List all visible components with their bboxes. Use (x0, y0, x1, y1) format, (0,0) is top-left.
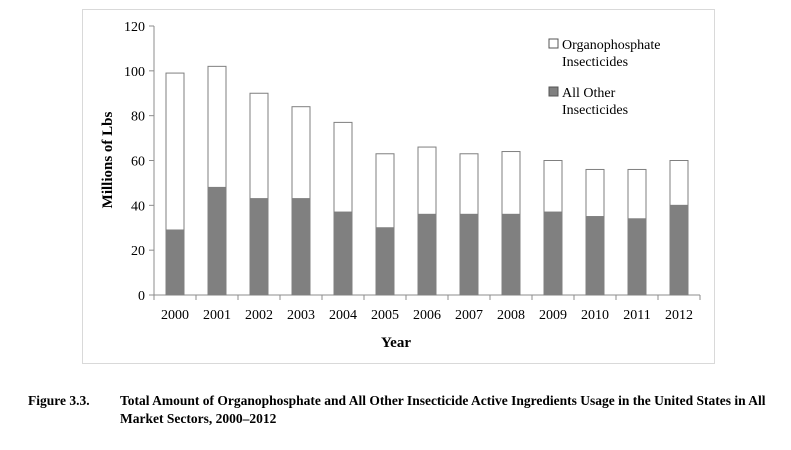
bar-segment-all-other-2011 (627, 218, 647, 296)
bar-segment-organophosphate-2004 (333, 121, 353, 213)
bar-segment-organophosphate-2001 (207, 65, 227, 188)
x-tick-label: 2008 (497, 308, 525, 323)
x-tick-label: 2004 (329, 308, 357, 323)
y-axis-title: Millions of Lbs (100, 111, 116, 208)
x-tick-label: 2007 (455, 308, 483, 323)
bar-segment-all-other-2004 (333, 211, 353, 296)
legend-label-all-other: All Other Insecticides (562, 86, 628, 118)
x-axis-title: Year (381, 335, 411, 351)
y-tick-label: 100 (124, 65, 145, 80)
bar-segment-organophosphate-2006 (417, 146, 437, 215)
y-tick-label: 120 (124, 20, 145, 35)
bar-segment-organophosphate-2005 (375, 153, 395, 229)
bar-segment-organophosphate-2009 (543, 160, 563, 213)
bar-segment-all-other-2003 (291, 198, 311, 296)
bar-segment-organophosphate-2012 (669, 160, 689, 206)
bar-segment-organophosphate-2008 (501, 151, 521, 215)
legend-label-organophosphate: Organophosphate Insecticides (562, 38, 661, 70)
bar-segment-all-other-2008 (501, 213, 521, 296)
bar-segment-all-other-2010 (585, 216, 605, 296)
legend: Organophosphate Insecticides All Other Inse… (548, 38, 661, 118)
x-tick-label: 2005 (371, 308, 399, 323)
legend-swatch-organophosphate (548, 38, 559, 49)
bar-segment-organophosphate-2000 (165, 72, 185, 231)
bars (165, 65, 689, 296)
bar-segment-all-other-2002 (249, 198, 269, 296)
bar-segment-organophosphate-2002 (249, 92, 269, 200)
bar-segment-organophosphate-2007 (459, 153, 479, 215)
bar-segment-all-other-2009 (543, 211, 563, 296)
bar-segment-all-other-2005 (375, 227, 395, 296)
x-tick-label: 2010 (581, 308, 609, 323)
y-tick-label: 40 (131, 199, 145, 214)
x-tick-label: 2000 (161, 308, 189, 323)
x-tick-label: 2012 (665, 308, 693, 323)
x-tick-label: 2003 (287, 308, 315, 323)
x-tick-label: 2001 (203, 308, 231, 323)
y-tick-label: 20 (131, 244, 145, 259)
bar-segment-organophosphate-2011 (627, 168, 647, 220)
chart-frame (82, 9, 715, 364)
y-axis: 0 20 40 60 80 100 120 (124, 20, 155, 304)
bar-segment-all-other-2012 (669, 204, 689, 296)
y-tick-label: 0 (138, 289, 145, 304)
bar-segment-all-other-2000 (165, 229, 185, 296)
figure-number: Figure 3.3. (28, 393, 90, 408)
x-axis: 2000 2001 2002 2003 2004 2005 2006 2007 2008 2009… (153, 294, 701, 323)
x-tick-label: 2006 (413, 308, 441, 323)
y-tick-label: 60 (131, 155, 145, 170)
bar-segment-all-other-2007 (459, 213, 479, 296)
bar-segment-organophosphate-2010 (585, 168, 605, 218)
figure-caption-text: Total Amount of Organophosphate and All … (120, 393, 766, 426)
x-tick-label: 2009 (539, 308, 567, 323)
legend-swatch-all-other (548, 86, 559, 97)
y-tick-label: 80 (131, 110, 145, 125)
x-tick-label: 2002 (245, 308, 273, 323)
bar-segment-all-other-2001 (207, 186, 227, 296)
bar-segment-all-other-2006 (417, 213, 437, 296)
bar-segment-organophosphate-2003 (291, 106, 311, 200)
x-tick-label: 2011 (623, 308, 650, 323)
bar-chart: 0 20 40 60 80 100 120 2000 2001 2002 2003 2004 2005… (100, 20, 701, 351)
